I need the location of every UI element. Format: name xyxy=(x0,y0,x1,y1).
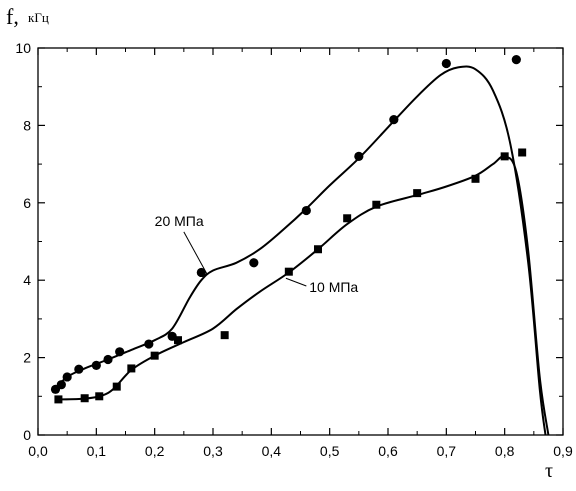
plot-frame xyxy=(37,47,564,436)
x-tick-label: 0,2 xyxy=(145,443,165,459)
x-axis-label: τ xyxy=(545,460,553,482)
data-point-square xyxy=(314,245,322,254)
data-point-circle xyxy=(62,372,72,382)
data-point-square xyxy=(150,351,159,360)
annotation-leader xyxy=(183,231,208,275)
y-tick-label: 6 xyxy=(23,195,31,211)
data-point-circle xyxy=(196,267,206,278)
data-point-square xyxy=(372,200,381,209)
data-point-circle xyxy=(144,339,154,349)
data-point-square xyxy=(343,214,352,223)
data-point-circle xyxy=(301,205,311,216)
data-point-square xyxy=(284,267,293,276)
annotation-leader xyxy=(285,277,307,287)
data-point-circle xyxy=(91,360,101,370)
data-point-square xyxy=(174,336,182,345)
data-point-square xyxy=(95,392,104,401)
data-point-square xyxy=(112,382,121,391)
y-tick-label: 8 xyxy=(23,117,31,133)
data-point-circle xyxy=(74,364,84,374)
x-tick-label: 0,3 xyxy=(203,443,223,459)
series-curves xyxy=(54,65,550,436)
data-point-circle xyxy=(115,347,125,357)
data-point-square xyxy=(518,148,527,157)
plot-frame-group xyxy=(37,47,564,436)
data-point-circle xyxy=(511,55,521,65)
data-point-circle xyxy=(249,258,259,268)
y-tick-label: 4 xyxy=(23,272,31,288)
x-axis-ticks: 0,0 0,1 0,2 0,3 0,4 0,5 0,6 0,7 0,8 0,9 xyxy=(28,48,573,459)
y-tick-label: 10 xyxy=(15,40,31,56)
data-point-square xyxy=(220,331,229,340)
y-axis-ticks: 0 2 4 6 8 10 xyxy=(15,40,563,443)
data-point-circle xyxy=(354,151,364,161)
data-point-square xyxy=(413,189,422,198)
series-labels: 20 МПа 10 МПа xyxy=(155,213,359,295)
series-annotation: 10 МПа xyxy=(309,279,358,295)
data-point-square xyxy=(80,394,89,403)
data-point-circle xyxy=(389,114,399,125)
series-curve-1 xyxy=(54,65,547,436)
y-axis-label: f, xyxy=(6,4,19,29)
x-tick-label: 0,4 xyxy=(262,443,282,459)
data-point-square xyxy=(54,395,63,404)
x-tick-label: 0,6 xyxy=(378,443,398,459)
series-markers xyxy=(50,55,527,404)
data-point-square xyxy=(127,364,136,373)
x-tick-label: 0,0 xyxy=(28,443,48,459)
data-point-square xyxy=(500,152,509,161)
data-point-square xyxy=(471,174,480,183)
data-point-circle xyxy=(56,380,66,390)
y-tick-label: 2 xyxy=(23,350,31,366)
x-tick-label: 0,7 xyxy=(437,443,457,459)
x-tick-label: 0,5 xyxy=(320,443,340,459)
series-curve-2 xyxy=(58,155,550,436)
series-annotation: 20 МПа xyxy=(155,213,204,229)
data-point-circle xyxy=(441,58,451,69)
y-axis-unit: кГц xyxy=(28,10,49,25)
data-point-circle xyxy=(103,354,113,365)
x-tick-label: 0,9 xyxy=(553,443,573,459)
x-tick-label: 0,8 xyxy=(495,443,515,459)
x-tick-label: 0,1 xyxy=(87,443,107,459)
y-tick-label: 0 xyxy=(23,427,31,443)
